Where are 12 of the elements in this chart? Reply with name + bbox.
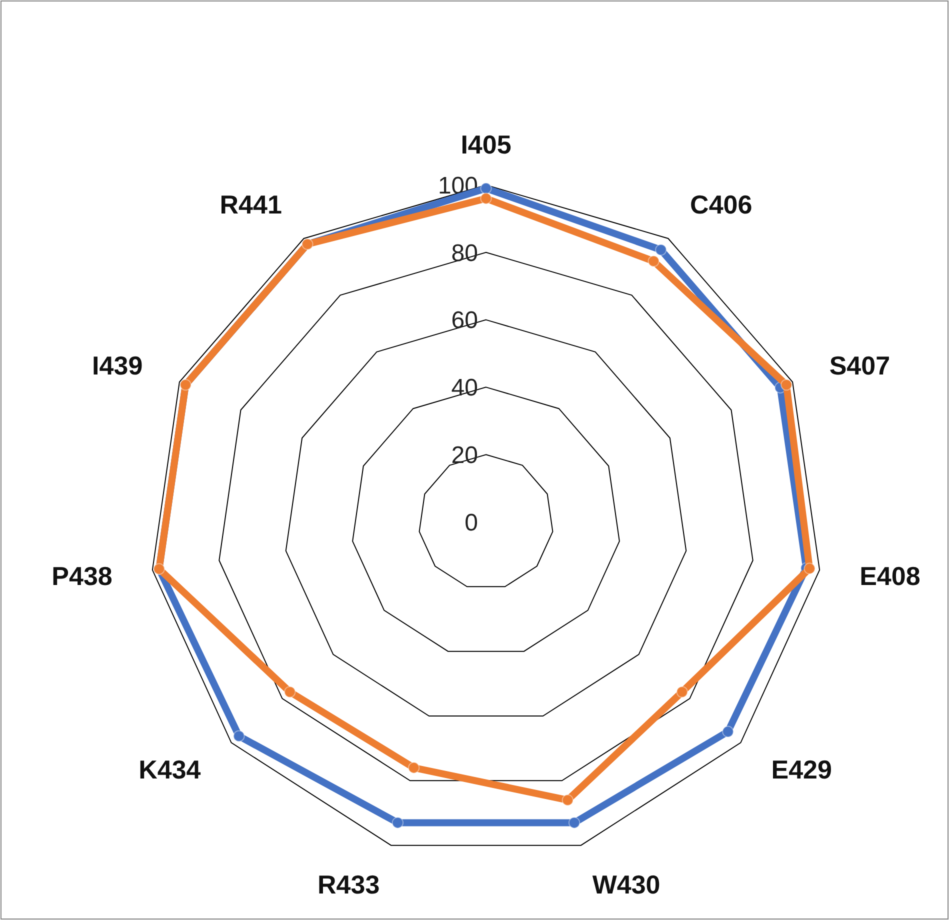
spoke-label: E429 [771,754,832,784]
spoke-label: I439 [92,350,143,380]
spoke-label: S407 [829,350,890,380]
spoke-label: R441 [220,190,282,220]
spoke-label: W430 [592,869,660,900]
spoke-label: E408 [860,560,920,591]
spoke-label: C406 [690,190,752,220]
y-tick-label: 0 [464,509,478,536]
spoke-label: R433 [318,869,380,900]
spoke-label: K434 [138,754,202,784]
spoke-label: P438 [52,560,112,591]
spoke-label: I405 [460,130,512,160]
